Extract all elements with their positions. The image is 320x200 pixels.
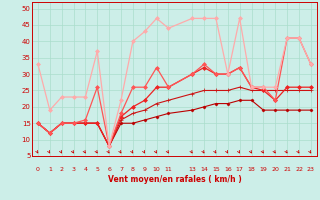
X-axis label: Vent moyen/en rafales ( km/h ): Vent moyen/en rafales ( km/h ): [108, 175, 241, 184]
